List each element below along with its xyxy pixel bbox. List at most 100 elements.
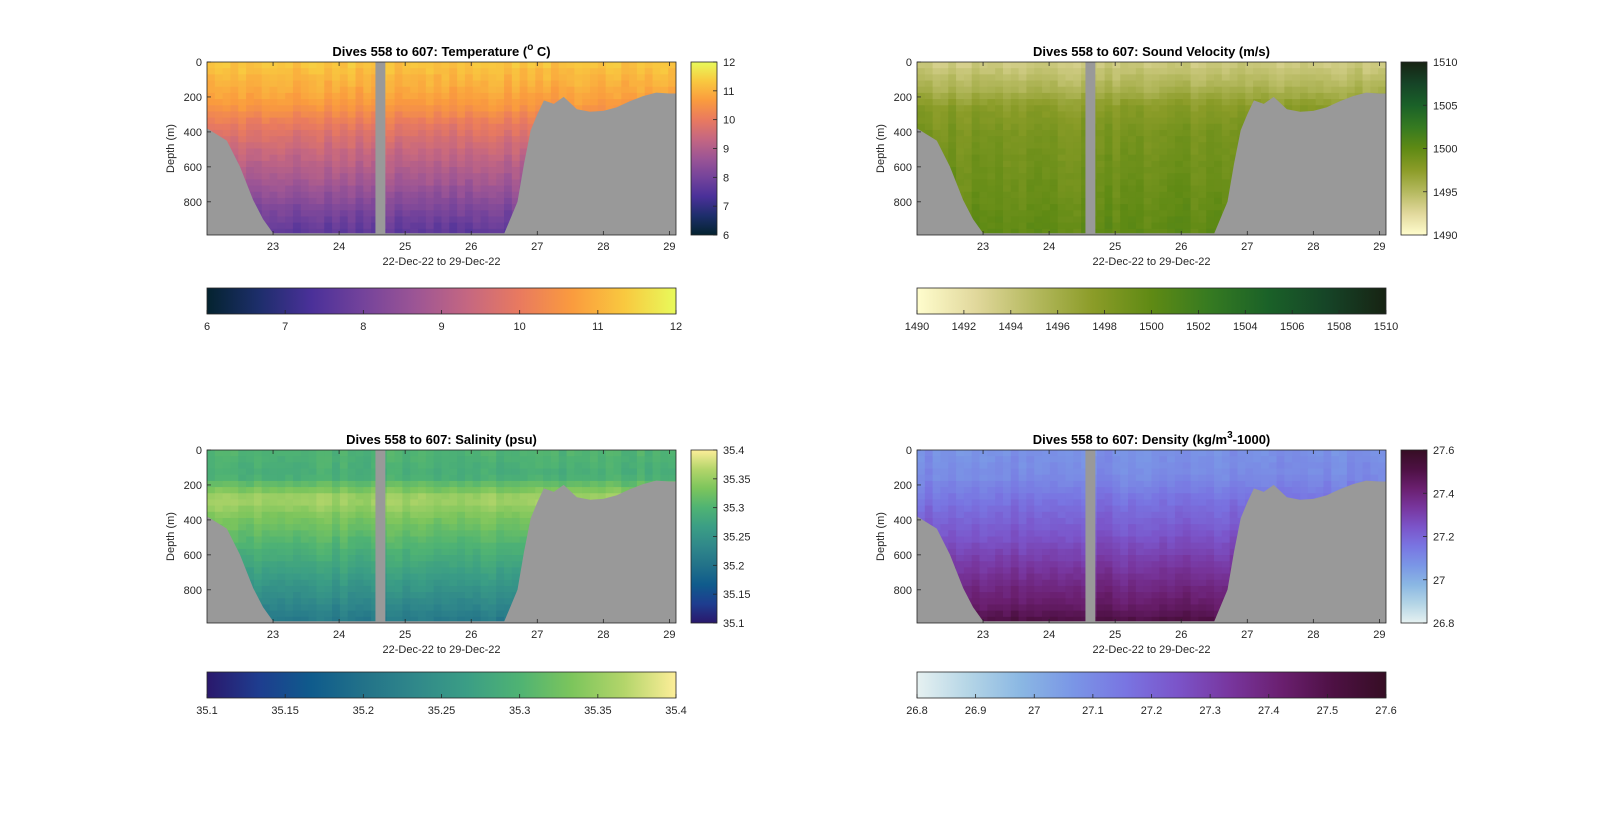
heatmap-cell: [519, 511, 529, 519]
colorbar-tick-label: 1505: [1433, 100, 1457, 112]
heatmap-cell: [948, 99, 957, 106]
heatmap-cell: [472, 579, 482, 587]
heatmap-cell: [238, 99, 247, 106]
heatmap-cell: [1190, 160, 1199, 168]
heatmap-cell: [347, 480, 357, 488]
heatmap-cell: [246, 123, 255, 131]
heatmap-cell: [230, 480, 239, 488]
y-tick-label: 200: [184, 92, 202, 104]
heatmap-cell: [253, 456, 263, 463]
heatmap-cell: [605, 62, 615, 69]
heatmap-cell: [371, 511, 380, 519]
heatmap-cell: [449, 567, 458, 575]
heatmap-cell: [644, 68, 654, 75]
heatmap-cell: [1307, 80, 1317, 88]
heatmap-cell: [425, 604, 435, 612]
heatmap-cell: [1002, 191, 1012, 199]
heatmap-cell: [230, 505, 239, 513]
heatmap-cell: [597, 74, 607, 82]
heatmap-cell: [527, 487, 536, 494]
heatmap-cell: [574, 105, 583, 113]
heatmap-cell: [519, 99, 529, 106]
heatmap-cell: [253, 462, 263, 470]
heatmap-cell: [1151, 222, 1160, 230]
heatmap-cell: [246, 493, 255, 501]
heatmap-cell: [441, 561, 450, 568]
heatmap-cell: [1065, 179, 1074, 187]
heatmap-cell: [308, 86, 318, 94]
heatmap-cell: [253, 197, 263, 205]
heatmap-cell: [386, 561, 396, 568]
heatmap-cell: [418, 210, 427, 218]
heatmap-cell: [347, 216, 357, 224]
heatmap-cell: [1198, 62, 1207, 69]
heatmap-cell: [238, 493, 247, 501]
heatmap-cell: [480, 474, 489, 482]
heatmap-cell: [425, 585, 435, 593]
heatmap-cell: [987, 154, 996, 162]
heatmap-cell: [261, 148, 271, 156]
heatmap-cell: [402, 129, 411, 137]
heatmap-cell: [277, 474, 286, 482]
heatmap-cell: [1096, 129, 1106, 137]
heatmap-cell: [418, 567, 427, 575]
heatmap-cell: [386, 222, 396, 230]
heatmap-cell: [355, 185, 364, 193]
heatmap-cell: [332, 136, 341, 143]
heatmap-cell: [590, 468, 599, 476]
heatmap-cell: [339, 505, 349, 513]
heatmap-cell: [464, 92, 474, 100]
heatmap-cell: [246, 117, 255, 125]
heatmap-cell: [207, 86, 216, 94]
hcolorbar-tick-label: 1508: [1327, 321, 1351, 333]
heatmap-cell: [1120, 154, 1129, 162]
heatmap-cell: [1237, 117, 1246, 125]
heatmap-cell: [1120, 173, 1129, 180]
heatmap-cell: [496, 555, 505, 562]
heatmap-cell: [363, 179, 372, 187]
heatmap-cell: [488, 456, 497, 463]
heatmap-cell: [948, 80, 957, 88]
heatmap-cell: [1151, 68, 1160, 75]
heatmap-cell: [246, 148, 255, 156]
heatmap-cell: [363, 148, 372, 156]
heatmap-cell: [425, 86, 435, 94]
heatmap-cell: [222, 99, 232, 106]
heatmap-cell: [332, 616, 341, 623]
heatmap-cell: [1174, 148, 1184, 156]
heatmap-cell: [1292, 92, 1301, 100]
heatmap-cell: [1104, 74, 1114, 82]
heatmap-cell: [1167, 123, 1176, 131]
colorbar-tick-label: 1510: [1433, 57, 1457, 69]
heatmap-cell: [519, 493, 529, 501]
heatmap-cell: [1143, 123, 1153, 131]
heatmap-cell: [1010, 92, 1020, 100]
heatmap-cell: [277, 561, 286, 568]
heatmap-cell: [1096, 123, 1106, 131]
heatmap-cell: [956, 160, 965, 168]
heatmap-cell: [1253, 86, 1262, 94]
heatmap-cell: [332, 450, 341, 457]
heatmap-cell: [300, 105, 310, 113]
heatmap-cell: [1010, 62, 1020, 69]
heatmap-cell: [1214, 173, 1223, 180]
heatmap-cell: [363, 62, 372, 69]
heatmap-cell: [543, 474, 552, 482]
heatmap-cell: [457, 450, 466, 457]
heatmap-cell: [449, 105, 458, 113]
heatmap-cell: [963, 154, 973, 162]
heatmap-cell: [971, 185, 981, 193]
heatmap-cell: [480, 505, 489, 513]
heatmap-cell: [1206, 210, 1215, 218]
heatmap-cell: [1104, 222, 1114, 230]
heatmap-cell: [386, 68, 396, 75]
x-tick-label: 28: [597, 241, 609, 253]
heatmap-cell: [488, 105, 497, 113]
heatmap-cell: [386, 616, 396, 623]
heatmap-cell: [261, 462, 271, 470]
heatmap-cell: [285, 480, 294, 488]
heatmap-cell: [386, 487, 396, 494]
heatmap-cell: [480, 185, 489, 193]
heatmap-cell: [496, 616, 505, 623]
heatmap-cell: [1229, 105, 1239, 113]
